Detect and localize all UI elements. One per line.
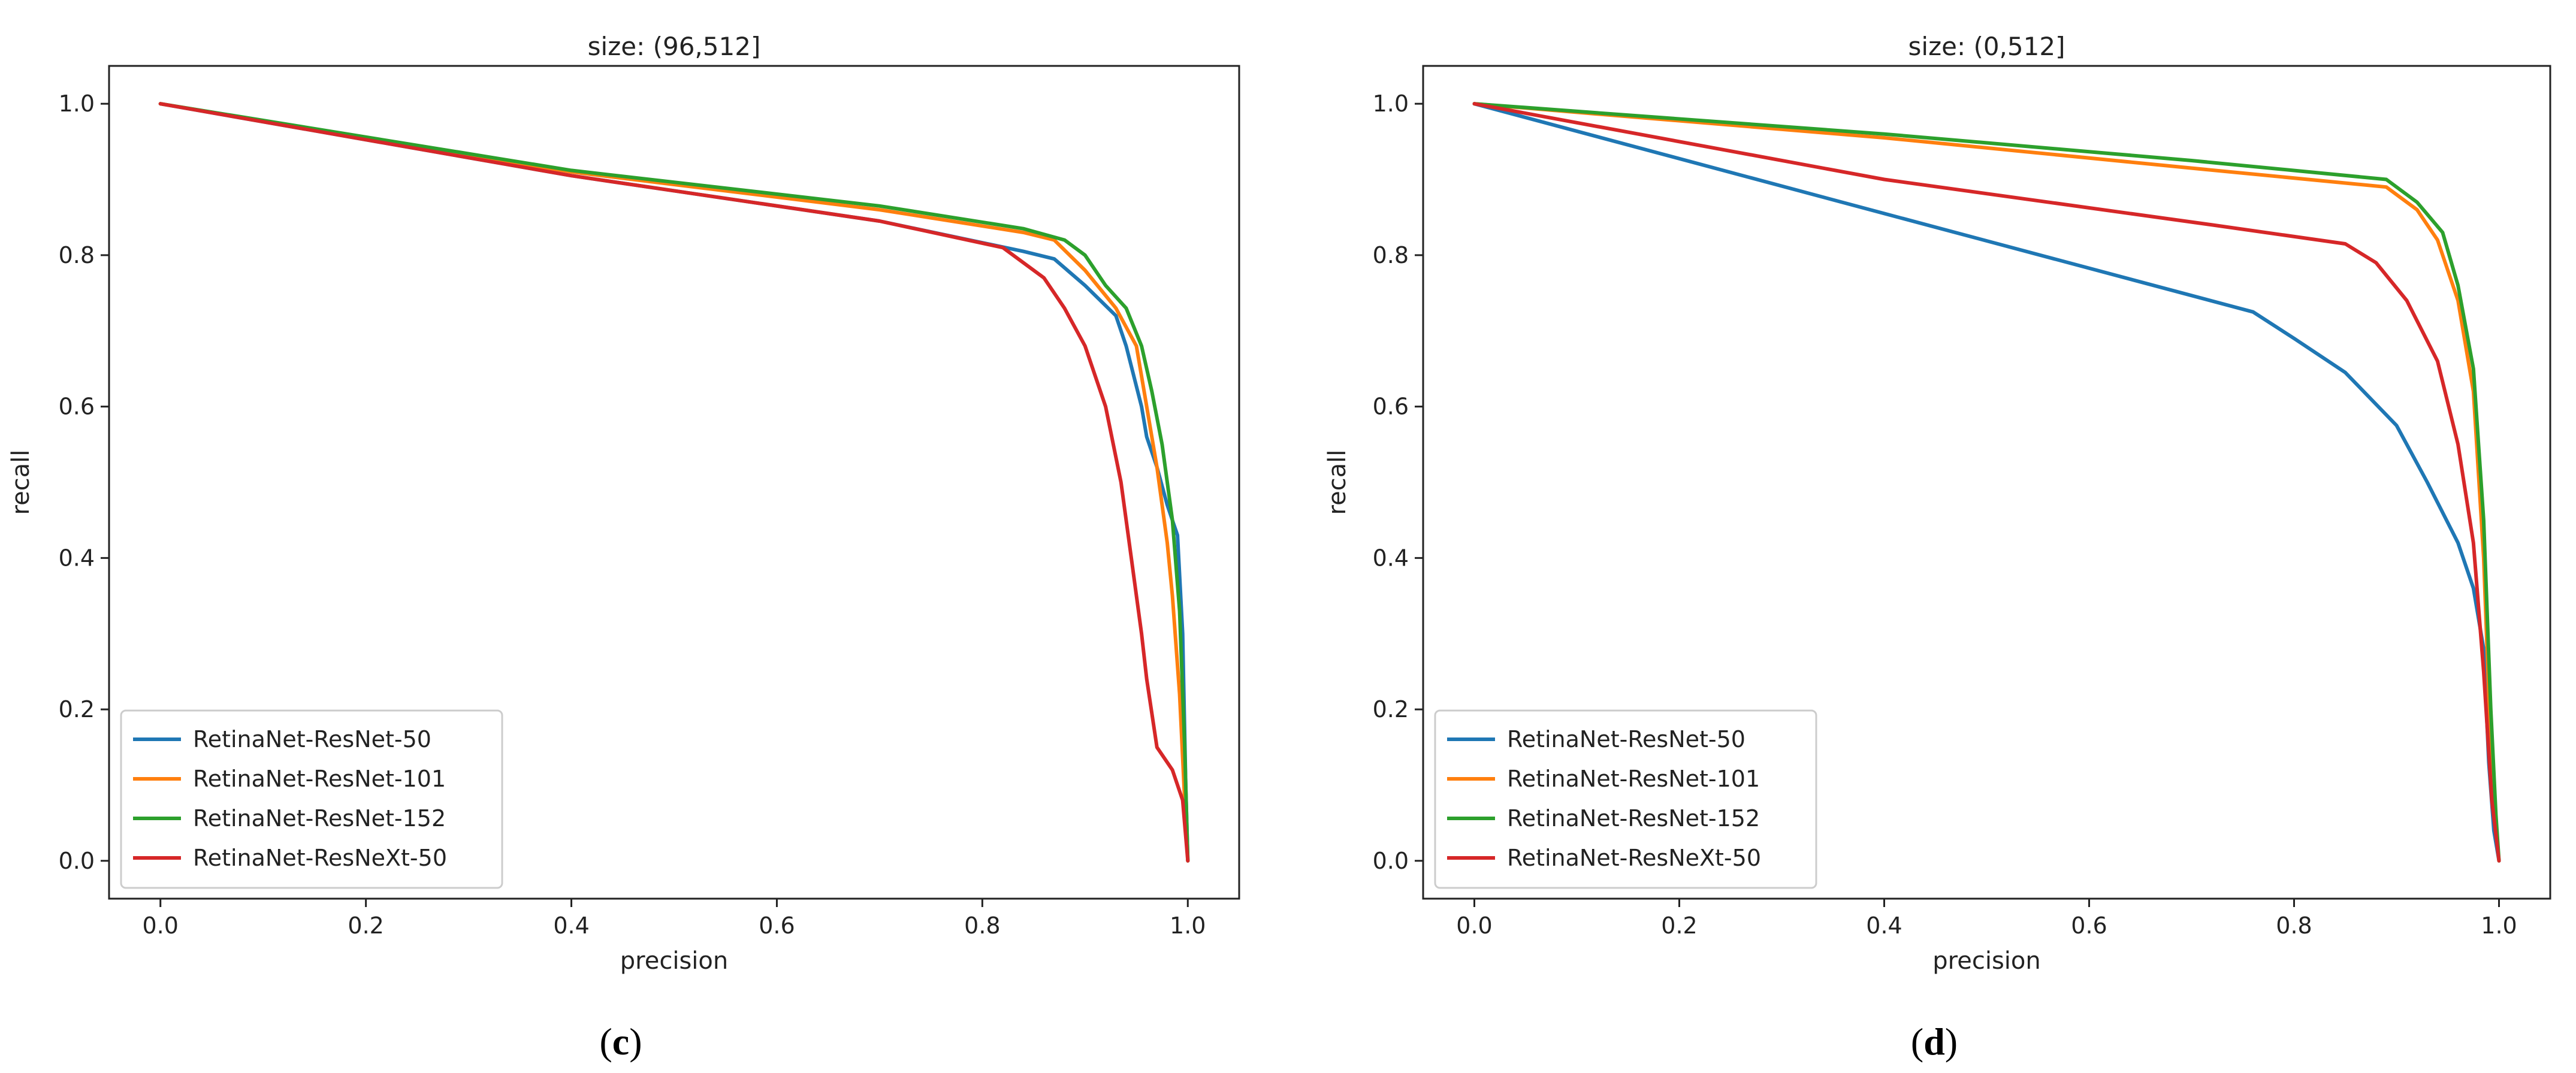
caption-paren-open: (: [599, 1020, 612, 1063]
x-tick-label: 0.0: [1456, 912, 1492, 939]
x-tick-label: 0.2: [1661, 912, 1697, 939]
x-tick-label: 0.8: [964, 912, 1000, 939]
y-tick-label: 0.0: [1373, 848, 1409, 874]
y-tick-label: 0.2: [1373, 696, 1409, 723]
x-tick-label: 1.0: [1170, 912, 1206, 939]
legend-box: [120, 709, 503, 889]
chart-panel-d: size: (0,512] 0.0 0.2 0.4 0.6 0.8 1.0 0.0 0.2 0.4…: [1324, 32, 2551, 1063]
caption-paren-close: ): [1945, 1020, 1958, 1063]
y-tick-label: 0.0: [59, 848, 95, 874]
legend-entry-label: RetinaNet-ResNet-101: [1507, 766, 1760, 792]
series-line-3: [1472, 102, 2501, 863]
y-tick-label: 0.4: [59, 545, 95, 571]
y-axis-label: recall: [7, 450, 35, 515]
x-axis-label: precision: [620, 947, 728, 975]
x-tick-label: 0.4: [1866, 912, 1902, 939]
legend-entry-label: RetinaNet-ResNet-50: [193, 726, 431, 752]
x-tick-label: 0.6: [2071, 912, 2107, 939]
x-tick-label: 1.0: [2481, 912, 2517, 939]
caption-paren-open: (: [1911, 1020, 1923, 1063]
y-tick-label: 1.0: [59, 90, 95, 117]
legend-entry-label: RetinaNet-ResNeXt-50: [1507, 845, 1761, 871]
chart-panel-c: size: (96,512] 0.0 0.2 0.4 0.6 0.8 1.0 0.0 0.2 0.…: [7, 32, 1240, 1063]
x-tick-label: 0.0: [143, 912, 179, 939]
legend-box: [1434, 709, 1817, 889]
caption-paren-close: ): [629, 1020, 642, 1063]
caption-letter: c: [612, 1020, 629, 1063]
series-line-3: [158, 102, 1190, 863]
panel-caption: (d): [1911, 1020, 1958, 1063]
chart-title: size: (0,512]: [1908, 32, 2065, 61]
y-tick-label: 0.4: [1373, 545, 1409, 571]
legend-entry-label: RetinaNet-ResNet-101: [193, 766, 446, 792]
x-axis-label: precision: [1932, 947, 2040, 975]
y-tick-label: 0.8: [59, 242, 95, 268]
series-line-2: [158, 102, 1190, 863]
series-line-4: [1472, 102, 2501, 863]
panel-caption: (c): [599, 1020, 642, 1063]
legend-entry-label: RetinaNet-ResNeXt-50: [193, 845, 447, 871]
x-tick-label: 0.2: [348, 912, 383, 939]
y-tick-label: 0.2: [59, 696, 95, 723]
chart-title: size: (96,512]: [588, 32, 761, 61]
x-tick-label: 0.4: [553, 912, 589, 939]
x-tick-label: 0.8: [2276, 912, 2312, 939]
y-tick-label: 0.6: [59, 394, 95, 420]
legend-entry-label: RetinaNet-ResNet-152: [1507, 805, 1760, 832]
legend: RetinaNet-ResNet-50 RetinaNet-ResNet-101 R…: [1434, 709, 1817, 889]
legend-entry-label: RetinaNet-ResNet-50: [1507, 726, 1745, 752]
y-tick-label: 0.6: [1373, 394, 1409, 420]
x-tick-label: 0.6: [759, 912, 795, 939]
y-tick-label: 0.8: [1373, 242, 1409, 268]
caption-letter: d: [1923, 1020, 1945, 1063]
y-axis-label: recall: [1324, 450, 1351, 515]
series-line-4: [158, 102, 1190, 863]
legend-entry-label: RetinaNet-ResNet-152: [193, 805, 446, 832]
legend: RetinaNet-ResNet-50 RetinaNet-ResNet-101 R…: [120, 709, 503, 889]
y-tick-label: 1.0: [1373, 90, 1409, 117]
